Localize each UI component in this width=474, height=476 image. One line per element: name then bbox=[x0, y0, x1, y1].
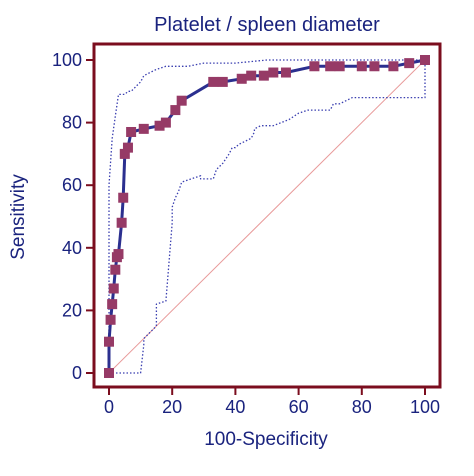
roc-point-marker bbox=[104, 368, 114, 378]
roc-point-marker bbox=[176, 95, 187, 106]
ci-lower-line bbox=[109, 60, 426, 374]
x-tick-label: 20 bbox=[162, 397, 182, 417]
roc-point-marker bbox=[104, 336, 114, 347]
roc-point-marker bbox=[108, 283, 119, 294]
plot-frame bbox=[92, 42, 442, 389]
roc-point-marker bbox=[369, 61, 380, 72]
roc-point-marker bbox=[105, 314, 116, 325]
ci-upper-line bbox=[108, 59, 425, 373]
x-tick-label: 0 bbox=[104, 397, 114, 417]
roc-point-marker bbox=[118, 192, 129, 203]
roc-point-marker bbox=[356, 61, 367, 72]
roc-point-marker bbox=[404, 58, 415, 69]
roc-point-marker bbox=[236, 73, 247, 84]
roc-point-marker bbox=[107, 299, 118, 310]
y-tick-label: 40 bbox=[62, 238, 82, 258]
roc-point-marker bbox=[160, 117, 171, 128]
roc-point-marker bbox=[420, 55, 430, 65]
y-tick-label: 100 bbox=[52, 50, 82, 70]
roc-point-marker bbox=[334, 61, 345, 72]
roc-point-marker bbox=[126, 126, 137, 137]
roc-point-marker bbox=[119, 148, 130, 159]
roc-point-marker bbox=[217, 76, 228, 87]
roc-point-marker bbox=[122, 142, 133, 153]
roc-point-marker bbox=[138, 123, 149, 134]
roc-point-marker bbox=[113, 249, 124, 260]
x-tick-label: 60 bbox=[289, 397, 309, 417]
roc-point-marker bbox=[170, 105, 181, 116]
roc-point-marker bbox=[309, 61, 320, 72]
axis-ticks: 0 20 40 60 80 100 0 20 40 60 80 100 bbox=[52, 50, 440, 417]
roc-point-marker bbox=[154, 120, 165, 131]
chart-title: Platelet / spleen diameter bbox=[154, 14, 380, 36]
x-axis-label: 100-Specificity bbox=[204, 429, 328, 450]
roc-point-marker bbox=[208, 76, 219, 87]
y-tick-label: 20 bbox=[62, 300, 82, 320]
roc-point-marker bbox=[246, 70, 257, 81]
y-tick-label: 80 bbox=[62, 113, 82, 133]
x-tick-label: 40 bbox=[225, 397, 245, 417]
y-tick-label: 60 bbox=[62, 175, 82, 195]
x-tick-label: 100 bbox=[410, 397, 440, 417]
roc-point-marker bbox=[280, 67, 291, 78]
plot-area bbox=[104, 55, 430, 378]
y-axis-label: Sensitivity bbox=[8, 174, 29, 260]
x-tick-label: 80 bbox=[352, 397, 372, 417]
roc-point-marker bbox=[325, 61, 336, 72]
diagonal-line bbox=[108, 59, 426, 374]
roc-point-marker bbox=[388, 61, 399, 72]
roc-point-marker bbox=[268, 67, 279, 78]
roc-point-marker bbox=[258, 70, 269, 81]
roc-point-marker bbox=[116, 217, 127, 228]
roc-point-marker bbox=[110, 264, 121, 275]
y-tick-label: 0 bbox=[72, 363, 82, 383]
